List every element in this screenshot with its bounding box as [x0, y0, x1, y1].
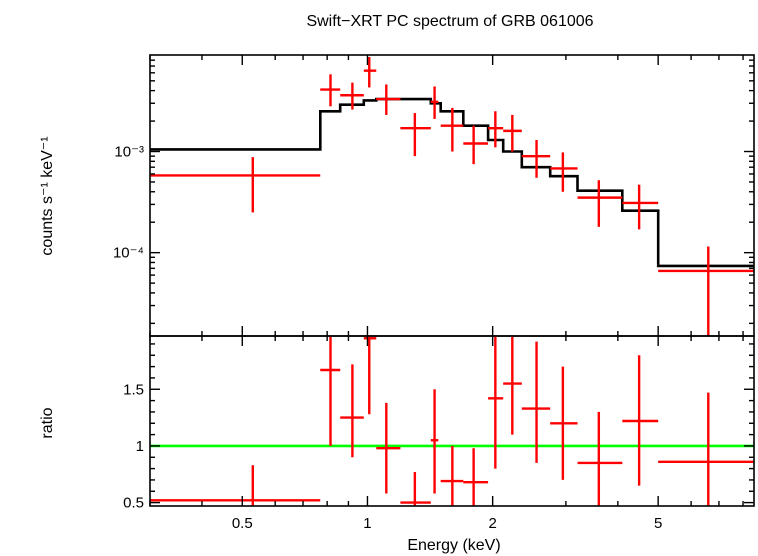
plot-frame: [149, 335, 755, 507]
y-tick-label: 10⁻³: [114, 144, 144, 161]
data-point: [430, 86, 439, 119]
y-tick-label: 10⁻⁴: [113, 245, 144, 262]
chart-title: Swift−XRT PC spectrum of GRB 061006: [306, 13, 593, 30]
data-point: [503, 336, 522, 435]
data-point: [488, 336, 504, 469]
y-tick-label: 1: [136, 438, 144, 455]
data-point: [521, 341, 551, 463]
data-point: [320, 336, 341, 446]
data-point: [488, 111, 504, 148]
data-point: [150, 465, 321, 506]
data-point: [503, 114, 522, 152]
data-point: [577, 411, 623, 506]
data-point: [363, 56, 377, 88]
data-point: [440, 107, 464, 152]
x-axis-label: Energy (keV): [407, 537, 500, 554]
data-point: [400, 113, 431, 157]
y-axis-label-ratio: ratio: [39, 407, 56, 438]
data-point: [622, 355, 659, 486]
data-point: [376, 402, 401, 494]
data-point: [320, 74, 341, 107]
spectrum-panel: 10⁻³ 10⁻⁴: [113, 54, 755, 337]
y-tick-label: 0.5: [123, 495, 144, 512]
data-point: [150, 157, 321, 213]
data-point: [340, 364, 364, 458]
data-point: [363, 336, 377, 415]
data-point: [550, 366, 578, 480]
x-tick-label: 2: [488, 515, 496, 532]
x-tick-label: 5: [654, 515, 662, 532]
data-point: [550, 152, 578, 192]
data-point: [577, 180, 623, 227]
data-point: [440, 445, 464, 506]
data-point: [340, 82, 364, 110]
data-point: [658, 392, 754, 506]
x-tick-label: 1: [363, 515, 371, 532]
data-point: [622, 184, 659, 230]
data-point: [430, 389, 439, 494]
data-point: [658, 246, 754, 336]
y-tick-label: 1.5: [123, 381, 144, 398]
data-point: [521, 139, 551, 178]
y-axis-label-counts: counts s⁻¹ keV⁻¹: [39, 136, 56, 255]
data-point: [400, 472, 431, 506]
ratio-panel: 0.5 1 1.5 0.5 1 2 5: [123, 335, 755, 532]
data-point: [376, 84, 401, 115]
data-point: [463, 125, 489, 165]
x-tick-label: 0.5: [232, 515, 253, 532]
data-point: [463, 448, 489, 506]
